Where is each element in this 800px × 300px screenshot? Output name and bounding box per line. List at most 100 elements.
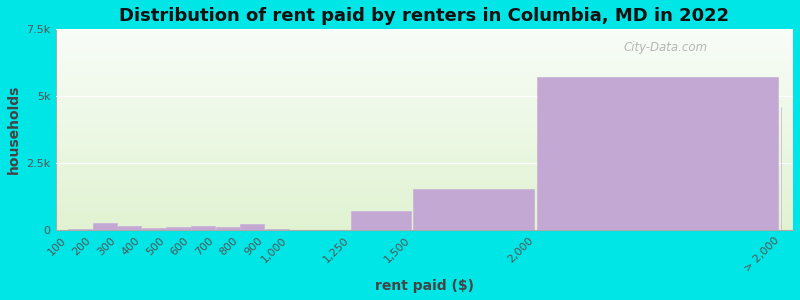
Bar — [56, 214, 793, 215]
Bar — [56, 32, 793, 33]
Bar — [56, 226, 793, 227]
Bar — [56, 202, 793, 203]
Bar — [56, 35, 793, 36]
Title: Distribution of rent paid by renters in Columbia, MD in 2022: Distribution of rent paid by renters in … — [119, 7, 730, 25]
Bar — [56, 33, 793, 34]
Bar — [56, 115, 793, 116]
Bar — [56, 85, 793, 86]
Bar — [56, 206, 793, 207]
Bar — [56, 53, 793, 54]
Bar — [56, 129, 793, 130]
Bar — [56, 91, 793, 92]
Bar — [56, 190, 793, 191]
Bar — [56, 223, 793, 224]
Bar — [56, 208, 793, 209]
Bar — [56, 170, 793, 171]
Bar — [56, 65, 793, 66]
Bar — [56, 194, 793, 195]
Bar — [56, 51, 793, 52]
Bar — [56, 137, 793, 138]
Bar — [56, 147, 793, 148]
Bar — [56, 123, 793, 124]
Bar — [56, 48, 793, 50]
Bar — [56, 100, 793, 102]
Bar — [56, 114, 793, 115]
Bar — [56, 199, 793, 200]
Bar — [56, 188, 793, 189]
Bar — [56, 174, 793, 175]
Bar — [56, 182, 793, 183]
Bar — [56, 176, 793, 177]
Bar — [56, 105, 793, 106]
Bar — [56, 168, 793, 169]
Bar — [56, 98, 793, 99]
Bar — [56, 151, 793, 152]
Bar — [56, 211, 793, 212]
Bar — [56, 162, 793, 163]
Bar — [56, 118, 793, 119]
Bar — [56, 189, 793, 190]
Bar — [56, 185, 793, 186]
Bar — [56, 39, 793, 40]
Bar — [56, 221, 793, 222]
Bar — [56, 161, 793, 162]
Bar — [56, 192, 793, 193]
Bar — [56, 209, 793, 210]
Bar — [56, 150, 793, 151]
Bar — [56, 108, 793, 109]
Bar — [56, 38, 793, 39]
Bar — [56, 134, 793, 135]
Bar — [56, 86, 793, 88]
Bar — [56, 52, 793, 53]
Bar — [56, 154, 793, 155]
Bar — [56, 181, 793, 182]
Bar — [56, 109, 793, 110]
Bar — [56, 215, 793, 216]
Bar — [265, 229, 289, 230]
Bar — [56, 196, 793, 197]
Bar — [56, 222, 793, 223]
Bar — [56, 145, 793, 146]
Bar — [56, 141, 793, 142]
Bar — [56, 82, 793, 83]
Bar — [56, 152, 793, 153]
Bar — [56, 219, 793, 220]
Bar — [414, 189, 534, 230]
Bar — [56, 191, 793, 192]
Bar — [56, 121, 793, 122]
Bar — [56, 227, 793, 228]
Bar — [56, 220, 793, 221]
Bar — [56, 63, 793, 64]
Bar — [56, 139, 793, 140]
Bar — [56, 60, 793, 62]
Bar — [56, 148, 793, 149]
Bar — [56, 183, 793, 184]
Bar — [56, 79, 793, 80]
Bar — [56, 96, 793, 97]
Bar — [56, 34, 793, 35]
Bar — [56, 167, 793, 168]
Bar — [56, 59, 793, 60]
Text: City-Data.com: City-Data.com — [623, 41, 707, 54]
Bar — [56, 200, 793, 201]
Bar — [56, 143, 793, 144]
Bar — [351, 212, 411, 230]
Bar — [56, 36, 793, 37]
Bar — [56, 93, 793, 94]
X-axis label: rent paid ($): rent paid ($) — [375, 279, 474, 293]
Bar — [56, 116, 793, 117]
Bar — [56, 110, 793, 111]
Bar — [538, 77, 778, 230]
Bar — [56, 57, 793, 59]
Bar — [56, 77, 793, 79]
Bar — [56, 156, 793, 157]
Bar — [56, 229, 793, 230]
Bar — [56, 155, 793, 156]
Bar — [56, 54, 793, 56]
Bar — [56, 117, 793, 118]
Bar — [56, 157, 793, 158]
Bar — [56, 106, 793, 108]
Bar — [56, 88, 793, 90]
Bar — [56, 112, 793, 113]
Bar — [56, 80, 793, 82]
